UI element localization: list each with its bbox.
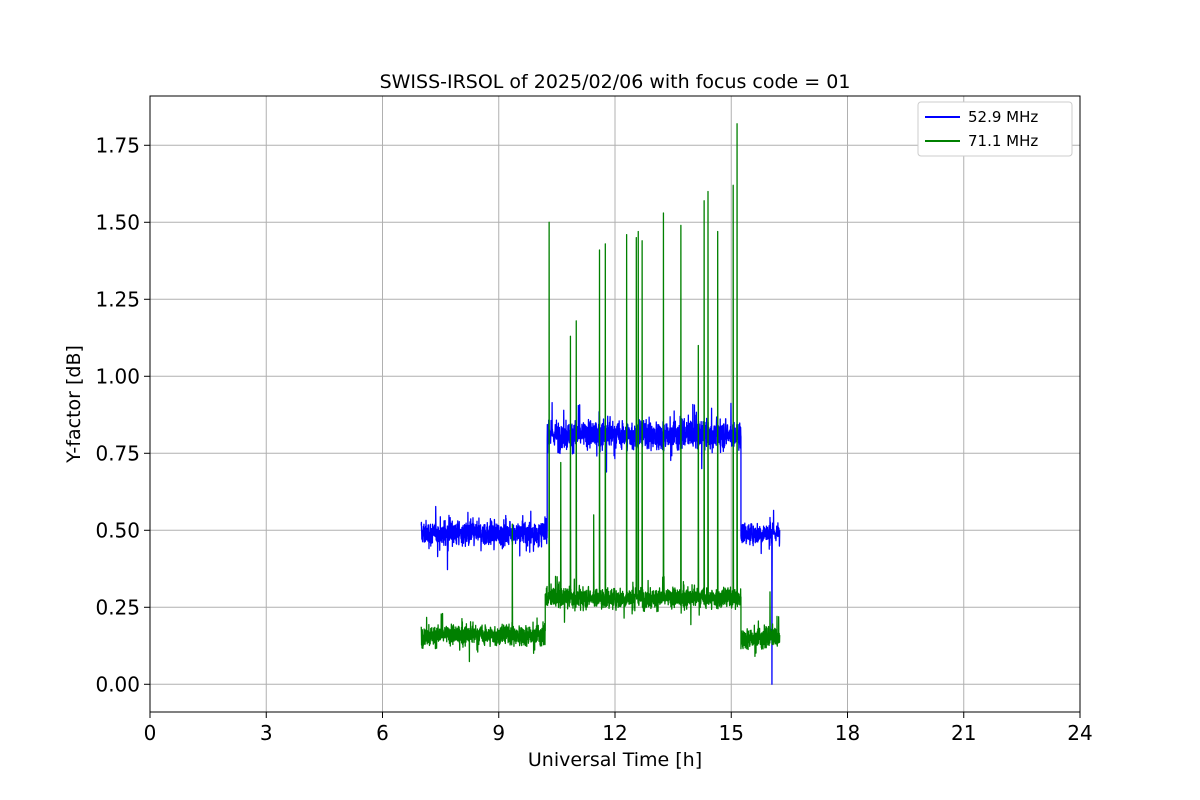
x-tick-label: 18 — [835, 721, 860, 745]
legend-label-71-1: 71.1 MHz — [968, 132, 1038, 150]
tick-marks: 0 3 6 9 12 15 18 21 24 0.00 0.25 0.50 0.75 1.00 1.25 1.… — [95, 133, 1092, 745]
y-tick-label: 0.25 — [95, 595, 140, 619]
series-line-71-1-mhz — [420, 123, 781, 663]
y-tick-label: 1.25 — [95, 287, 140, 311]
chart-title: SWISS-IRSOL of 2025/02/06 with focus cod… — [380, 71, 851, 93]
y-tick-label: 0.00 — [95, 672, 140, 696]
y-tick-label: 1.00 — [95, 364, 140, 388]
legend-box — [917, 101, 1073, 157]
x-tick-label: 21 — [951, 721, 976, 745]
series-line-52-9-mhz — [420, 401, 781, 685]
x-tick-label: 12 — [602, 721, 627, 745]
y-tick-label: 0.75 — [95, 441, 140, 465]
x-tick-label: 24 — [1067, 721, 1092, 745]
x-tick-label: 15 — [719, 721, 744, 745]
y-tick-label: 1.50 — [95, 210, 140, 234]
x-tick-label: 9 — [492, 721, 505, 745]
x-tick-label: 6 — [376, 721, 389, 745]
legend-label-52-9: 52.9 MHz — [968, 108, 1038, 126]
series-layer — [420, 123, 781, 685]
x-tick-label: 0 — [144, 721, 157, 745]
y-axis-label: Y-factor [dB] — [63, 345, 85, 464]
x-tick-label: 3 — [260, 721, 273, 745]
y-tick-label: 0.50 — [95, 518, 140, 542]
x-axis-label: Universal Time [h] — [528, 749, 702, 771]
y-tick-label: 1.75 — [95, 133, 140, 157]
legend: 52.9 MHz 71.1 MHz — [917, 101, 1073, 157]
